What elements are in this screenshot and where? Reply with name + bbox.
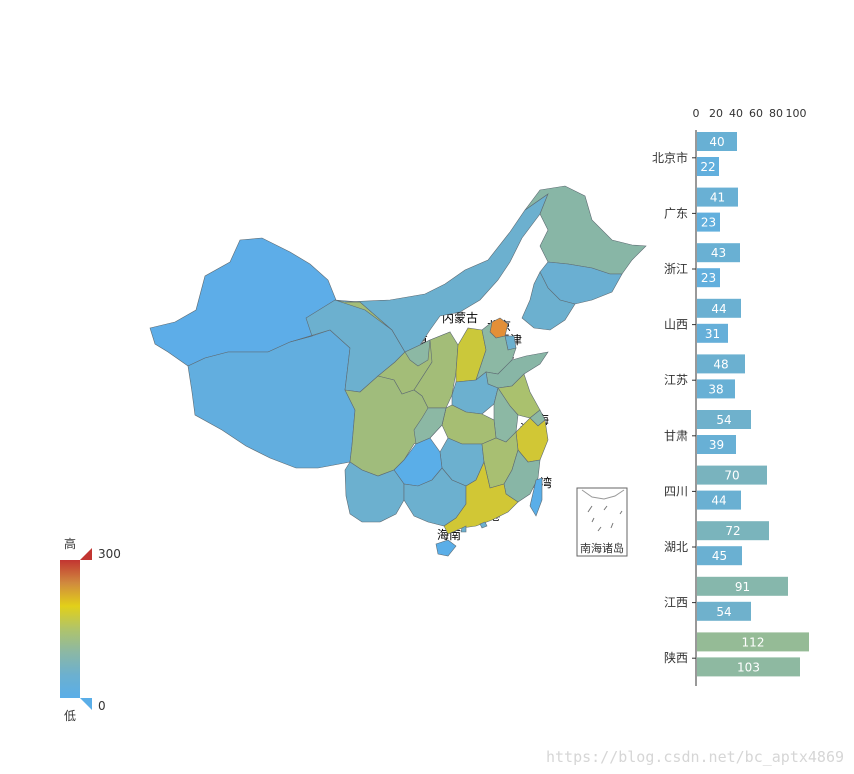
bar-value-label: 31 bbox=[705, 327, 720, 341]
x-tick-label: 40 bbox=[729, 107, 743, 120]
bar[interactable] bbox=[697, 212, 720, 232]
watermark: https://blog.csdn.net/bc_aptx4869 bbox=[545, 748, 844, 766]
category-label: 广东 bbox=[664, 206, 688, 220]
bar-value-label: 23 bbox=[701, 216, 716, 230]
bar-value-label: 22 bbox=[700, 160, 715, 174]
bar-value-label: 43 bbox=[711, 246, 726, 260]
visual-map-bar[interactable] bbox=[60, 560, 80, 698]
bar[interactable] bbox=[697, 354, 745, 374]
bar[interactable] bbox=[697, 601, 751, 621]
visual-map-max-value: 300 bbox=[98, 547, 121, 561]
bar[interactable] bbox=[697, 657, 800, 677]
category-label: 四川 bbox=[664, 484, 688, 498]
bar[interactable] bbox=[697, 298, 741, 318]
inset-label: 南海诸岛 bbox=[580, 541, 624, 555]
bar[interactable] bbox=[697, 465, 767, 485]
category-label: 江西 bbox=[664, 596, 688, 610]
category-label: 山西 bbox=[664, 318, 688, 332]
bar-value-label: 23 bbox=[701, 271, 716, 285]
bar-value-label: 72 bbox=[725, 524, 740, 538]
bar[interactable] bbox=[697, 268, 720, 288]
bar-value-label: 40 bbox=[709, 135, 724, 149]
x-tick-label: 0 bbox=[693, 107, 700, 120]
bar[interactable] bbox=[697, 157, 719, 176]
category-label: 湖北 bbox=[664, 539, 688, 554]
bar-value-label: 103 bbox=[737, 660, 760, 674]
category-label: 江苏 bbox=[664, 373, 688, 387]
region-31[interactable] bbox=[435, 539, 457, 557]
region-34[interactable] bbox=[460, 525, 467, 533]
bar[interactable] bbox=[697, 132, 737, 151]
bar-value-label: 48 bbox=[713, 357, 728, 371]
region-11[interactable] bbox=[521, 271, 576, 331]
category-label: 浙江 bbox=[664, 262, 688, 276]
bar-value-label: 41 bbox=[710, 191, 725, 205]
bar[interactable] bbox=[697, 435, 736, 454]
category-label: 北京市 bbox=[652, 150, 688, 165]
visual-map-high-label: 高 bbox=[64, 536, 76, 551]
category-label: 陕西 bbox=[664, 650, 688, 665]
category-label: 甘肃 bbox=[664, 429, 688, 443]
south-sea-inset-frame bbox=[576, 487, 628, 557]
bar-value-label: 44 bbox=[711, 494, 726, 508]
bar[interactable] bbox=[697, 187, 738, 207]
bar-value-label: 54 bbox=[716, 605, 731, 619]
bar[interactable] bbox=[697, 410, 751, 429]
bar-value-label: 112 bbox=[742, 635, 765, 649]
region-30[interactable] bbox=[443, 461, 519, 535]
x-tick-label: 80 bbox=[769, 107, 783, 120]
bar[interactable] bbox=[697, 323, 728, 343]
region-33[interactable] bbox=[479, 521, 488, 529]
visual-map: 高低 300 0 bbox=[60, 536, 121, 723]
bar[interactable] bbox=[697, 632, 809, 652]
bar[interactable] bbox=[697, 379, 735, 399]
china-map: 新疆西藏青海甘肃内蒙古宁夏陕西山西黑龙江吉林辽宁北京天津河北山东河南江苏安徽上海… bbox=[149, 185, 647, 557]
bar-value-label: 70 bbox=[724, 469, 739, 483]
region-6[interactable] bbox=[404, 339, 431, 367]
bar-value-label: 54 bbox=[716, 413, 731, 427]
visual-map-min-value: 0 bbox=[98, 699, 106, 713]
x-tick-label: 60 bbox=[749, 107, 763, 120]
x-tick-label: 100 bbox=[786, 107, 807, 120]
south-sea-inset: 南海诸岛 bbox=[576, 487, 628, 557]
bar-value-label: 39 bbox=[709, 438, 724, 452]
bar-value-label: 44 bbox=[711, 302, 726, 316]
bar-value-label: 38 bbox=[708, 382, 723, 396]
visual-map-handle-bottom[interactable] bbox=[80, 698, 92, 710]
bar[interactable] bbox=[697, 576, 788, 596]
bar-value-label: 45 bbox=[712, 549, 727, 563]
bar[interactable] bbox=[697, 243, 740, 263]
bar-value-label: 91 bbox=[735, 580, 750, 594]
bar[interactable] bbox=[697, 546, 742, 566]
visual-map-handle-top[interactable] bbox=[80, 548, 92, 560]
bar[interactable] bbox=[697, 490, 741, 510]
bar-chart: 0 20 40 60 80 100 北京市 40 22 广东 41 23 浙江 43 23 山西 44 31 江苏 4… bbox=[652, 107, 809, 686]
x-tick-label: 20 bbox=[709, 107, 723, 120]
bar[interactable] bbox=[697, 521, 769, 541]
region-32[interactable] bbox=[529, 477, 543, 517]
visual-map-low-label: 低 bbox=[64, 709, 76, 723]
